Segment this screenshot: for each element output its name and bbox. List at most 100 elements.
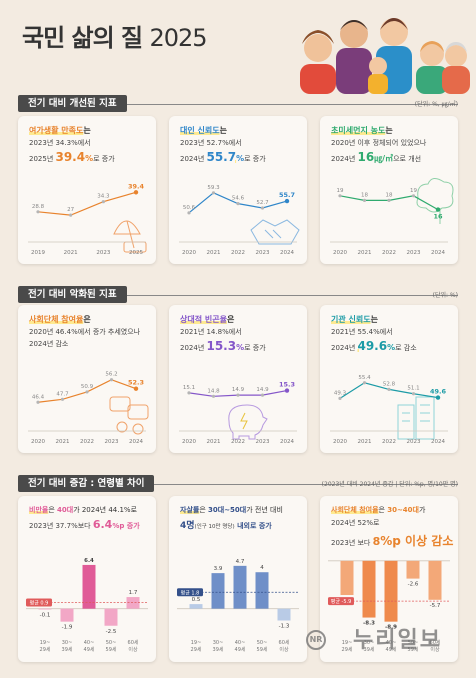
data-label: 46.4 xyxy=(32,394,45,400)
bar-value-label: -8.3 xyxy=(363,621,375,627)
x-tick-label: 19~ xyxy=(40,640,51,646)
data-label: 28.8 xyxy=(32,204,45,210)
card-suicide-mid: 은 xyxy=(199,506,208,514)
depriv-line-chart: 15.1 2020 14.8 2021 14.9 2022 14.9 2023 15.3 2024 xyxy=(179,381,297,445)
x-tick-label: 60세 xyxy=(430,639,441,646)
card-leisure-line2: 2023년 34.3%에서 xyxy=(29,139,91,147)
data-point xyxy=(85,390,89,394)
x-tick-label: 39세 xyxy=(213,646,224,653)
data-point xyxy=(133,386,139,391)
x-tick-label: 2023 xyxy=(256,250,270,256)
card-obese-line2-pre: 2023년 37.7%보다 xyxy=(29,522,93,530)
x-tick-label: 40~ xyxy=(386,640,397,646)
data-label: 51.1 xyxy=(407,386,419,392)
x-tick-label: 2025 xyxy=(129,250,143,256)
x-tick-label: 2022 xyxy=(382,439,396,445)
average-label: 평균 1.8 xyxy=(181,589,200,596)
x-tick-label: 60세 xyxy=(279,639,290,646)
x-tick-label: 50~ xyxy=(408,640,419,646)
section-divider xyxy=(18,295,458,296)
x-tick-label: 49세 xyxy=(386,646,397,653)
card-leisure-suffix: 는 xyxy=(83,126,91,135)
card-group2-line3-pre: 2023년 보다 xyxy=(331,539,373,547)
section-worsened-unit: (단위: %) xyxy=(432,292,458,299)
card-inst-suffix: 는 xyxy=(370,315,378,324)
title-year: 2025 xyxy=(149,24,207,52)
card-depriv-suffix: 은 xyxy=(226,315,235,324)
bar xyxy=(211,573,225,609)
data-point xyxy=(338,396,342,400)
x-tick-label: 50~ xyxy=(257,640,268,646)
bar-value-label: -1.9 xyxy=(62,625,73,631)
watermark-logo: NR xyxy=(306,630,326,650)
card-group: 사회단체 참여율은 2020년 46.4%에서 증가 추세였으나 2024년 감… xyxy=(18,305,156,453)
title-text: 국민 삶의 질 xyxy=(22,24,143,52)
x-tick-label: 30~ xyxy=(62,640,73,646)
card-leisure-unit: % xyxy=(85,154,94,163)
average-badge xyxy=(328,597,354,606)
bar xyxy=(233,565,247,609)
bar xyxy=(406,560,420,579)
data-point xyxy=(101,200,105,204)
x-tick-label: 2023 xyxy=(407,250,421,256)
card-suicide-age: 30대~50대 xyxy=(208,506,247,514)
bar xyxy=(126,597,140,609)
bar-value-label: -5.7 xyxy=(430,603,441,609)
x-tick-label: 2022 xyxy=(231,250,245,256)
card-group2-value: 8 xyxy=(372,535,381,548)
card-dust-line3-post: 으로 개선 xyxy=(393,155,422,163)
card-depriv-value: 15.3 xyxy=(206,339,237,353)
card-obese-unit: %p xyxy=(112,522,125,530)
card-trust-unit: % xyxy=(236,154,245,163)
data-point xyxy=(435,395,441,400)
data-label: 54.6 xyxy=(232,196,245,202)
x-tick-label: 40~ xyxy=(235,640,246,646)
average-label: 평균 -5.9 xyxy=(331,598,352,605)
x-tick-label: 2020 xyxy=(182,439,196,445)
data-point xyxy=(236,393,240,397)
card-suicide-name: 자살률 xyxy=(180,506,200,514)
data-label: 15.3 xyxy=(279,381,295,389)
x-tick-label: 2023 xyxy=(105,439,119,445)
card-dust-line2: 2020년 이후 정체되어 있었으나 xyxy=(331,139,427,147)
dust-line-chart: 19 2020 18 2021 18 2022 19 2023 16 2024 xyxy=(330,178,454,256)
section-age-label: 전기 대비 증감 : 연령별 차이 xyxy=(18,475,155,492)
data-point xyxy=(236,202,240,206)
data-label: 52.3 xyxy=(128,379,144,387)
x-tick-label: 2020 xyxy=(333,250,347,256)
card-obese-value: 6.4 xyxy=(92,518,113,531)
data-label: 55.7 xyxy=(279,191,295,199)
x-tick-label: 2024 xyxy=(129,439,143,445)
watermark-text: 누리일보 xyxy=(353,628,442,653)
data-label: 16 xyxy=(433,213,443,221)
card-depriv: 상대적 빈곤율은 2021년 14.8%에서 2024년 15.3%로 증가 1… xyxy=(169,305,307,453)
data-point xyxy=(411,392,416,396)
bar-value-label: 4 xyxy=(260,565,264,571)
section-age-unit: (2023년 대비 2024년 증감 | 단위: %p, 명/10만 명) xyxy=(321,481,458,488)
x-tick-label: 2021 xyxy=(207,439,221,445)
card-trust-line3-pre: 2024년 xyxy=(180,155,207,163)
data-label: 50.6 xyxy=(183,205,196,211)
x-tick-label: 29세 xyxy=(342,646,353,653)
card-suicide: 자살률은 30대~50대가 전년 대비 4명(인구 10만 명당) 내외로 증가… xyxy=(169,496,307,662)
bar xyxy=(255,572,269,609)
x-tick-label: 이상 xyxy=(430,646,440,653)
card-group2-age: 30~40대 xyxy=(387,506,419,514)
card-inst-value: 49.6 xyxy=(357,339,388,353)
card-group2-line2: 2024년 52%로 xyxy=(331,519,380,527)
card-group2-name: 사회단체 참여율 xyxy=(331,506,379,514)
data-point xyxy=(435,207,441,212)
card-dust: 초미세먼지 농도는 2020년 이후 정체되어 있었으나 2024년 16㎍/㎥… xyxy=(320,116,458,264)
card-dust-name: 초미세먼지 농도 xyxy=(331,126,386,135)
x-tick-label: 2020 xyxy=(333,439,347,445)
data-point xyxy=(187,391,191,395)
card-inst-line3-pre: 2024년 xyxy=(331,344,358,352)
data-point xyxy=(338,194,342,198)
data-point xyxy=(133,190,139,195)
inst-line-chart: 49.3 2020 55.4 2021 52.8 2022 51.1 2023 49.6 2024 xyxy=(330,375,448,445)
data-label: 52.8 xyxy=(383,381,396,387)
bar-value-label: -0.1 xyxy=(40,612,51,618)
bar-value-label: -8.9 xyxy=(385,625,397,631)
bar-value-label: -2.5 xyxy=(106,629,117,635)
card-inst-line3-post: 로 감소 xyxy=(395,344,417,352)
